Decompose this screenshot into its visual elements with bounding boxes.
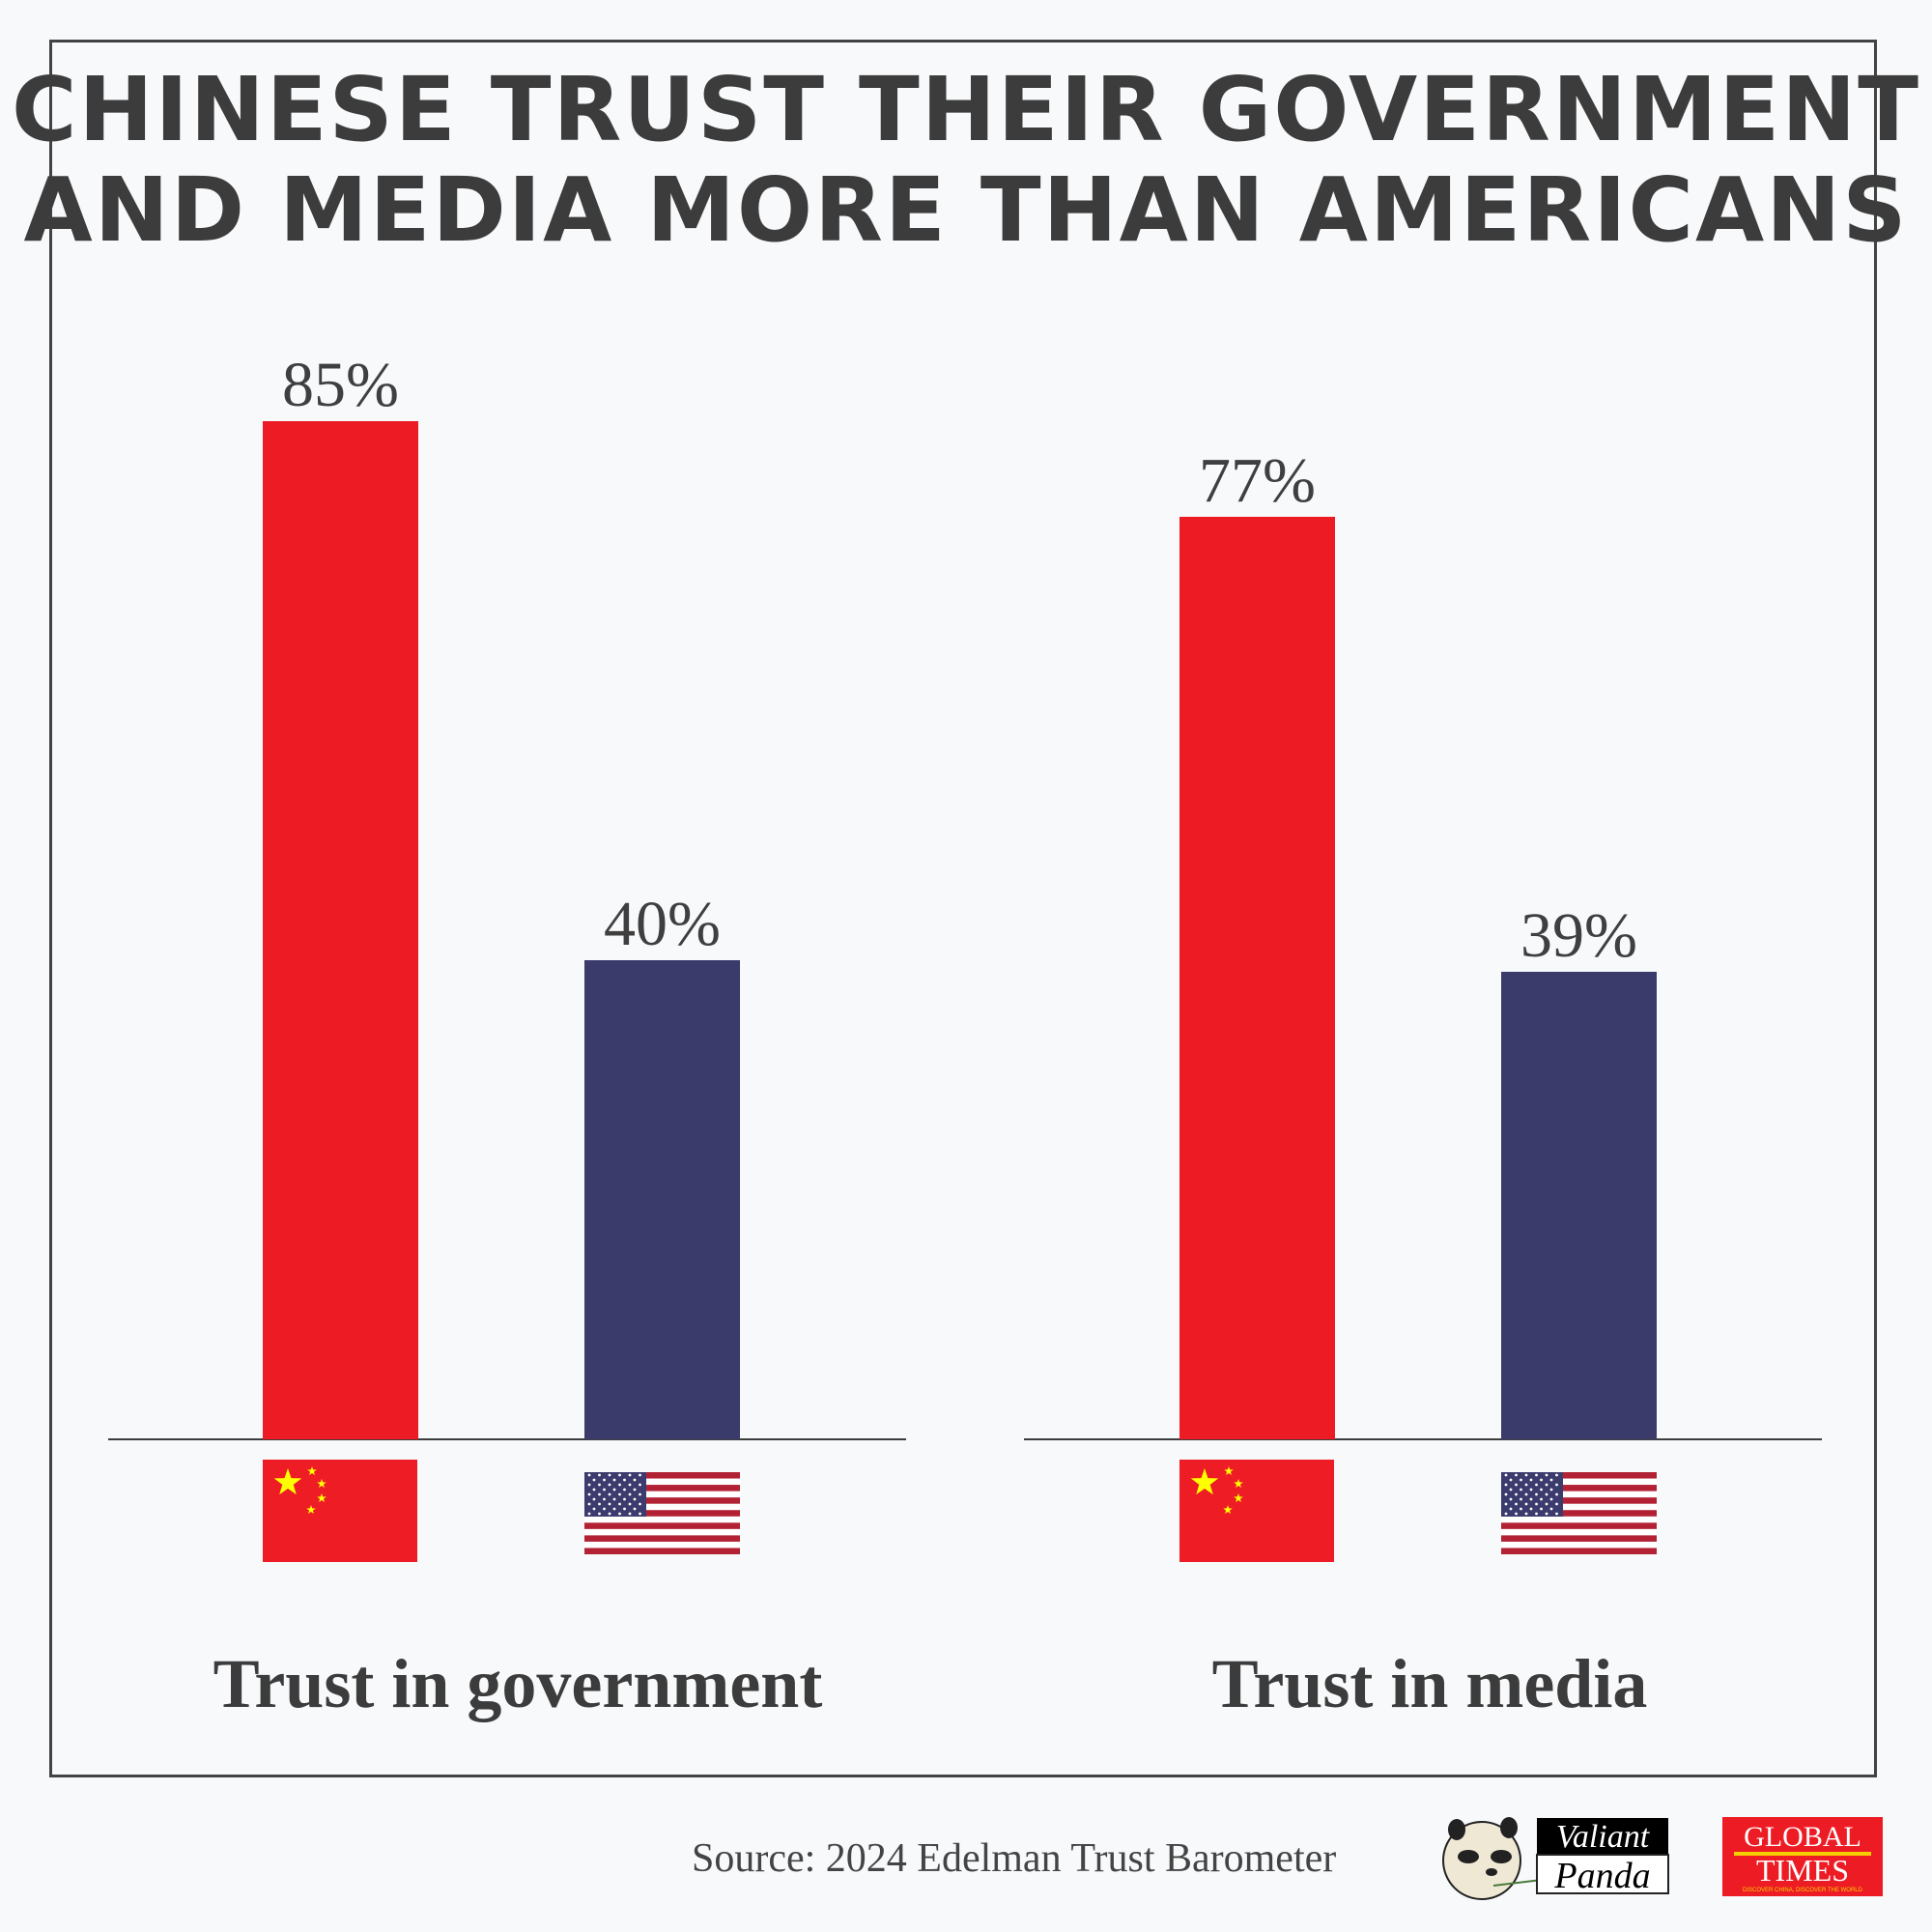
- svg-text:GLOBAL: GLOBAL: [1744, 1821, 1861, 1853]
- us-flag-icon: [584, 1472, 740, 1554]
- category-label-government: Trust in government: [213, 1645, 823, 1722]
- source-note: Source: 2024 Edelman Trust Barometer: [692, 1836, 1337, 1881]
- svg-text:TIMES: TIMES: [1756, 1853, 1849, 1888]
- chart-title-line-2: AND MEDIA MORE THAN AMERICANS: [23, 158, 1909, 262]
- chart-frame: [49, 40, 1877, 1777]
- global-times-logo: GLOBAL TIMES DISCOVER CHINA, DISCOVER TH…: [1722, 1817, 1883, 1896]
- bar-china-government: [263, 421, 418, 1439]
- axis-line-media: [1024, 1438, 1822, 1440]
- bar-us-government: [584, 960, 740, 1439]
- bar-us-media: [1501, 972, 1657, 1439]
- china-flag-icon: [1179, 1460, 1334, 1562]
- axis-line-government: [108, 1438, 906, 1440]
- value-label-us-government: 40%: [604, 889, 721, 959]
- chart-title-line-1: CHINESE TRUST THEIR GOVERNMENT: [11, 58, 1921, 161]
- value-label-us-media: 39%: [1520, 900, 1637, 972]
- valiant-panda-logo: Valiant Panda: [1442, 1817, 1669, 1900]
- bar-china-media: [1179, 517, 1335, 1439]
- category-label-media: Trust in media: [1211, 1645, 1648, 1722]
- svg-text:DISCOVER CHINA, DISCOVER THE W: DISCOVER CHINA, DISCOVER THE WORLD: [1743, 1888, 1863, 1893]
- logo-text: Valiant: [1556, 1819, 1651, 1855]
- svg-text:Panda: Panda: [1553, 1856, 1650, 1896]
- value-label-china-media: 77%: [1199, 445, 1316, 517]
- us-flag-icon: [1501, 1472, 1657, 1554]
- china-flag-icon: [263, 1460, 417, 1562]
- value-label-china-government: 85%: [282, 350, 399, 420]
